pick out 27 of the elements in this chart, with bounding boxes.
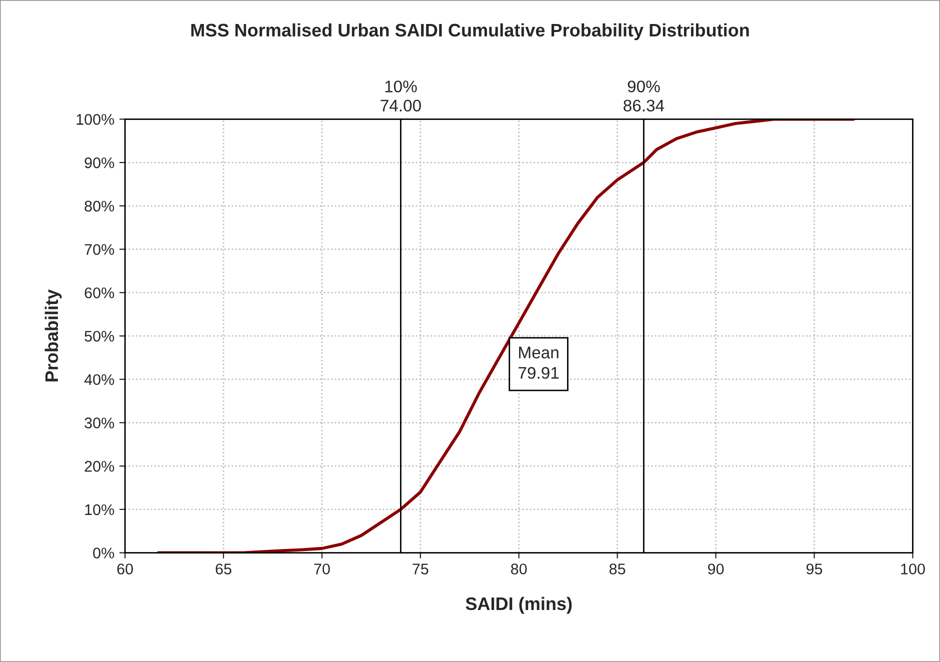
y-tick-label: 90%	[84, 157, 114, 168]
x-tick-label: 95	[806, 564, 822, 574]
y-tick-label: 50%	[84, 330, 114, 342]
x-tick-label: 65	[216, 564, 232, 574]
y-tick-label: 10%	[85, 504, 114, 516]
y-tick-label: 20%	[84, 460, 114, 472]
y-tick-label: 30%	[84, 418, 114, 428]
chart-title: MSS Normalised Urban SAIDI Cumulative Probability Distribution	[191, 23, 749, 40]
ref-line-label: 90% 86.34	[624, 80, 664, 112]
x-tick-label: 90	[708, 564, 724, 574]
x-tick-label: 70	[314, 564, 330, 574]
y-tick-label: 0%	[93, 548, 114, 558]
x-tick-label: 75	[412, 564, 428, 574]
y-axis-title: Probability	[44, 289, 62, 382]
y-tick-label: 100%	[76, 114, 114, 125]
y-tick-label: 80%	[84, 200, 114, 212]
ref-line-label: 10% 74.00	[380, 80, 421, 112]
y-tick-label: 70%	[84, 244, 114, 255]
x-tick-label: 80	[511, 564, 527, 574]
x-axis-title: SAIDI (mins)	[466, 596, 572, 614]
y-tick-label: 60%	[84, 287, 114, 298]
x-tick-label: 100	[901, 564, 925, 574]
x-tick-label: 85	[610, 564, 626, 574]
y-tick-label: 40%	[84, 374, 114, 386]
annotation: Mean 79.91	[518, 346, 559, 379]
x-tick-label: 60	[117, 564, 133, 574]
line-series	[156, 119, 856, 553]
